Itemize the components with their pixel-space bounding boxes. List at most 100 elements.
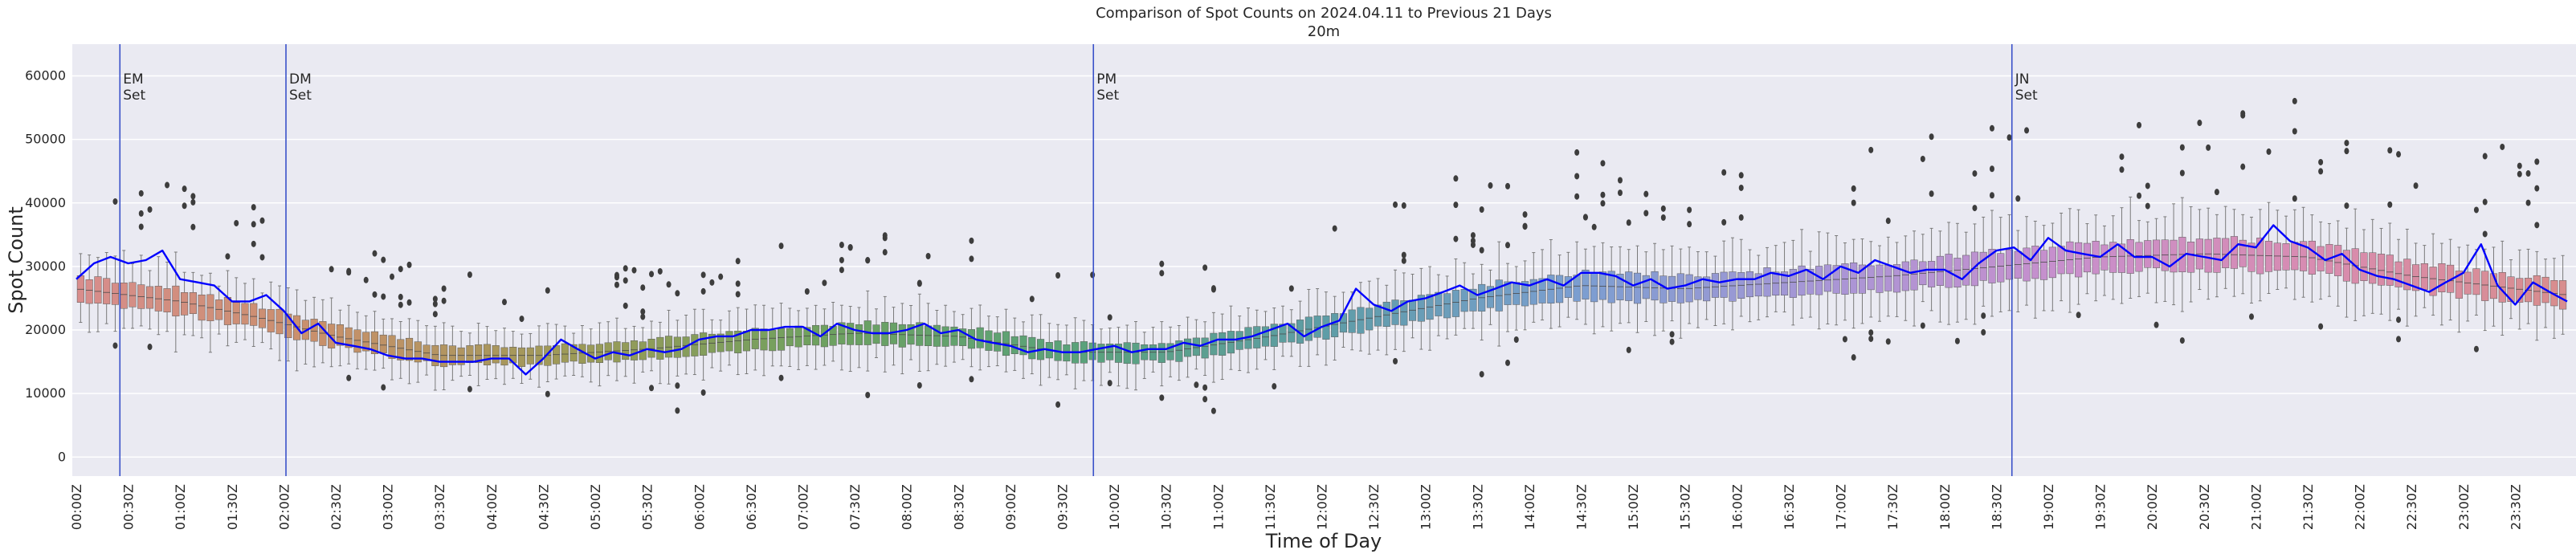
x-tick-label: 09:30Z (1055, 484, 1070, 530)
box (1573, 149, 1581, 320)
box (587, 328, 595, 383)
outlier (1600, 200, 1606, 207)
box (2126, 196, 2134, 299)
box (700, 271, 708, 396)
outlier (1868, 146, 1874, 153)
box-iqr (397, 339, 405, 360)
outlier (1453, 202, 1459, 209)
box (1253, 309, 1261, 370)
box (1867, 146, 1875, 342)
x-tick-label: 23:30Z (2508, 484, 2523, 530)
outlier (882, 232, 888, 239)
box (985, 316, 993, 368)
box (284, 287, 292, 362)
outlier (969, 237, 974, 244)
box (1720, 169, 1728, 324)
box-iqr (716, 333, 725, 352)
box (189, 193, 197, 336)
outlier (1738, 172, 1744, 179)
box (388, 273, 396, 381)
outlier (381, 293, 386, 300)
box (241, 283, 249, 340)
box (2075, 209, 2083, 319)
box-iqr (475, 344, 483, 364)
outlier (1582, 214, 1588, 221)
x-tick-label: 01:30Z (225, 484, 240, 530)
outlier (2318, 158, 2324, 165)
box (94, 257, 102, 332)
outlier (1989, 192, 1994, 199)
outlier (1851, 199, 1856, 206)
box (1279, 305, 1287, 357)
box-iqr (379, 334, 387, 353)
outlier (675, 407, 680, 414)
outlier (1626, 346, 1631, 353)
box (1141, 332, 1149, 379)
box-iqr (1322, 316, 1330, 340)
box (820, 279, 828, 366)
outlier (623, 277, 628, 284)
box-iqr (1028, 336, 1036, 360)
outlier (969, 255, 974, 263)
outlier (2413, 182, 2419, 189)
outlier (259, 254, 265, 261)
box (1676, 248, 1684, 339)
box-iqr (2083, 242, 2091, 273)
box (1703, 251, 1711, 320)
outlier (112, 342, 118, 349)
box-iqr (215, 299, 223, 320)
box (950, 311, 958, 363)
box (2247, 216, 2256, 320)
box (1469, 232, 1477, 329)
outlier (2500, 143, 2505, 150)
outlier (2145, 182, 2150, 189)
box (855, 307, 863, 369)
box (1382, 284, 1390, 356)
x-tick-label: 15:00Z (1626, 484, 1641, 530)
box (526, 332, 534, 380)
box (742, 308, 751, 374)
box-iqr (1486, 286, 1495, 308)
box (907, 304, 915, 360)
box (1235, 316, 1243, 372)
box (2170, 203, 2178, 306)
box (2282, 215, 2290, 289)
box (1850, 185, 1858, 361)
box-iqr (725, 331, 733, 352)
outlier (1159, 260, 1165, 267)
box (1711, 255, 1719, 327)
outlier (1479, 371, 1484, 378)
box (1884, 218, 1892, 345)
outlier (190, 193, 196, 200)
box (2014, 195, 2022, 312)
box-iqr (561, 343, 569, 363)
box-iqr (1288, 323, 1296, 343)
outlier (381, 384, 386, 391)
outlier (2473, 206, 2479, 214)
box (2559, 255, 2567, 335)
box (1694, 250, 1702, 328)
x-tick-label: 05:00Z (588, 484, 603, 530)
outlier (1479, 246, 1484, 254)
box-iqr (1114, 344, 1123, 363)
outlier (2534, 158, 2540, 165)
outlier (147, 344, 153, 351)
box-iqr (1772, 271, 1780, 296)
outlier (1687, 221, 1692, 228)
box-iqr (1729, 271, 1737, 302)
outlier (2137, 121, 2142, 128)
set-label: Set (289, 88, 312, 104)
outlier (381, 256, 386, 263)
box-iqr (1962, 255, 1970, 286)
box (345, 267, 353, 381)
box-iqr (2429, 267, 2437, 296)
box (440, 285, 448, 390)
box (414, 320, 422, 383)
outlier (1453, 175, 1459, 182)
box (1962, 231, 1970, 320)
box-iqr (1469, 288, 1477, 312)
box (2204, 144, 2212, 300)
y-tick-label: 60000 (25, 68, 66, 83)
box-series (76, 97, 2567, 414)
x-tick-label: 18:30Z (1989, 484, 2004, 530)
